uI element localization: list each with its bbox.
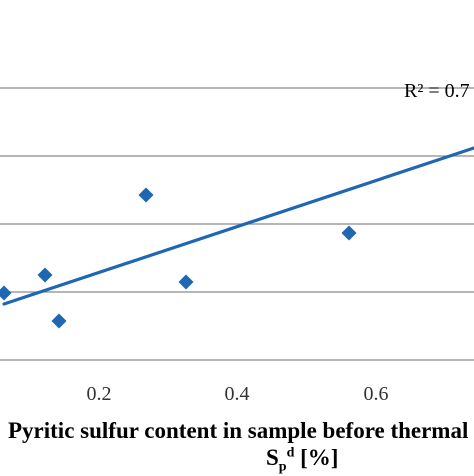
data-point [341,225,357,241]
x-axis-symbol-letter: S [266,445,279,470]
x-axis-symbol: Spd [%] [266,445,338,476]
x-axis-label: Pyritic sulfur content in sample before … [8,418,469,443]
gridlines [0,87,474,361]
trendline [2,146,474,306]
x-axis-symbol-sup: d [286,445,295,461]
data-point [178,274,194,290]
r-squared-annotation: R² = 0.7 [404,80,470,102]
x-axis-symbol-sub: p [278,459,287,475]
x-tick-label: 0.2 [87,383,112,405]
data-point [51,313,67,329]
x-tick-labels: 0.2 0.4 0.6 [87,383,389,405]
data-point [138,187,154,203]
x-tick-label: 0.6 [364,383,389,405]
trendline-group [2,146,474,306]
data-point [0,285,12,301]
data-points [0,187,357,329]
data-point [37,267,53,283]
x-tick-label: 0.4 [225,383,250,405]
x-axis-unit: [%] [300,445,339,470]
